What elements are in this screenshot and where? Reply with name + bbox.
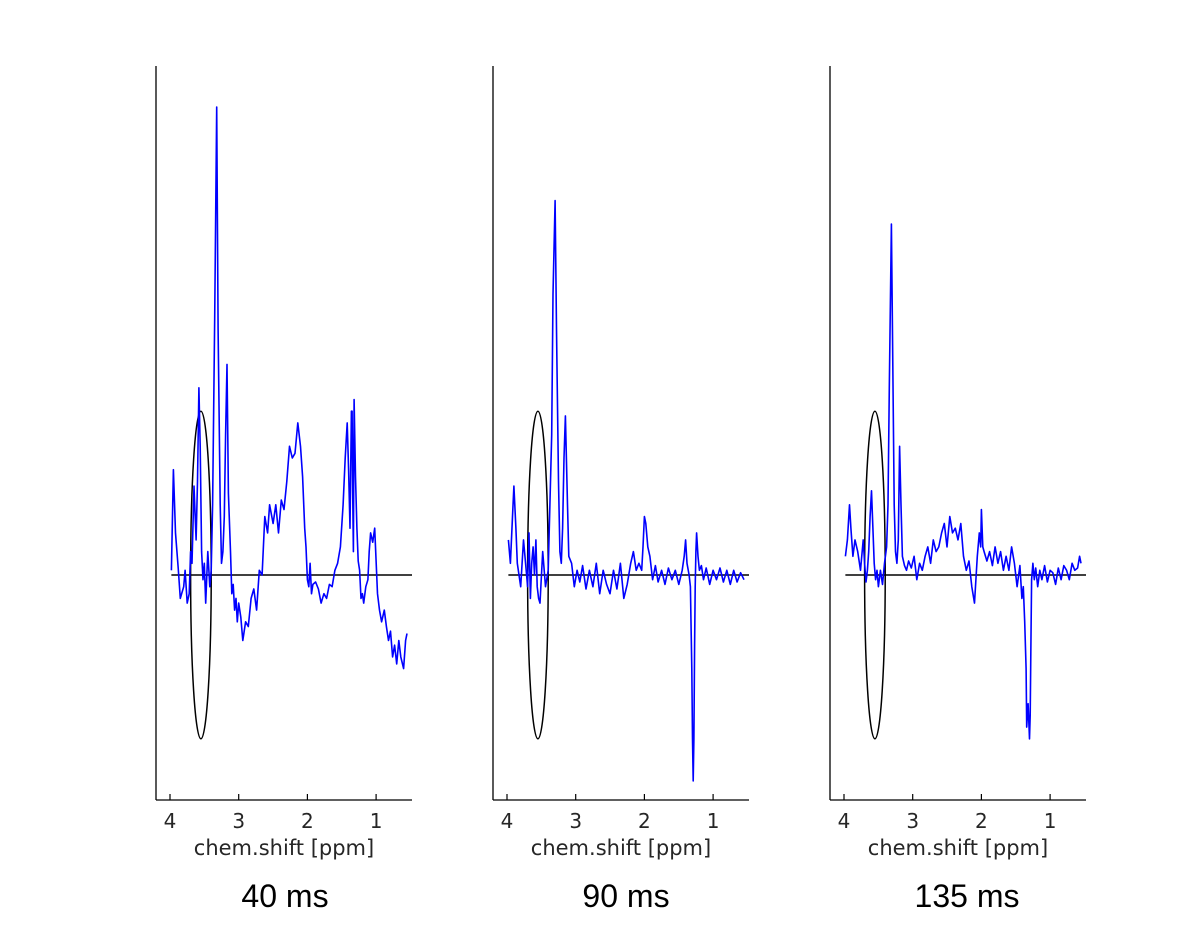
spectrum-panel-40ms: 4 3 2 1 chem.shift [ppm] (155, 66, 412, 860)
spectrum-panel-90ms: 4 3 2 1 chem.shift [ppm] (492, 66, 749, 860)
x-tick-label: 3 (906, 809, 919, 833)
x-axis-label: chem.shift [ppm] (868, 836, 1048, 860)
panel-caption-135ms: 135 ms (914, 878, 1020, 914)
x-tick-label: 1 (370, 809, 383, 833)
x-axis-label: chem.shift [ppm] (194, 836, 374, 860)
x-tick-label: 2 (975, 809, 988, 833)
x-tick-label: 2 (638, 809, 651, 833)
x-tick-label: 4 (501, 809, 514, 833)
spectrum-panel-135ms: 4 3 2 1 chem.shift [ppm] (829, 66, 1086, 860)
x-tick-label: 1 (707, 809, 720, 833)
x-tick-label: 1 (1044, 809, 1057, 833)
x-tick-label: 3 (232, 809, 245, 833)
x-tick-label: 4 (164, 809, 177, 833)
panel-caption-90ms: 90 ms (582, 878, 670, 914)
spectrum-series-line (170, 106, 408, 670)
x-tick-label: 3 (569, 809, 582, 833)
highlight-ellipse (863, 410, 886, 740)
x-tick-label: 2 (301, 809, 314, 833)
x-tick-label: 4 (838, 809, 851, 833)
spectrum-series-line (844, 223, 1082, 740)
x-axis-label: chem.shift [ppm] (531, 836, 711, 860)
spectrum-series-line (507, 199, 745, 782)
panel-caption-40ms: 40 ms (241, 878, 329, 914)
